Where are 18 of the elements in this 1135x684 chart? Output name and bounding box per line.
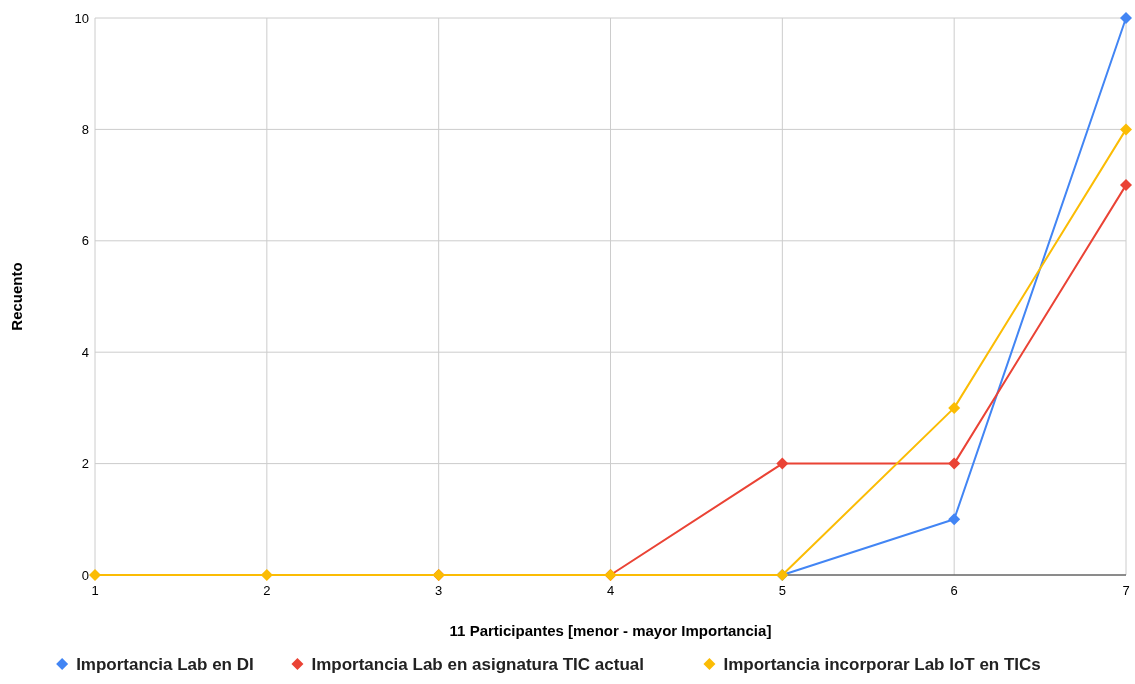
y-tick-label: 0 <box>81 567 89 583</box>
x-axis-title: 11 Participantes [menor - mayor Importancia] <box>449 622 772 639</box>
x-tick-label: 7 <box>1122 583 1130 598</box>
x-tick-label: 5 <box>778 583 786 598</box>
y-axis-title: Recuento <box>8 262 25 331</box>
x-tick-label: 3 <box>435 583 443 598</box>
legend-label: Importancia Lab en DI <box>76 655 254 674</box>
y-tick-label: 8 <box>81 121 89 137</box>
y-tick-label: 2 <box>81 456 89 472</box>
x-tick-label: 2 <box>263 583 271 598</box>
y-tick-label: 4 <box>81 344 89 360</box>
x-tick-label: 4 <box>606 583 615 598</box>
legend-label: Importancia incorporar Lab IoT en TICs <box>723 655 1041 674</box>
x-tick-label: 6 <box>950 583 958 598</box>
x-tick-label: 1 <box>91 583 99 598</box>
y-tick-label: 6 <box>81 233 89 249</box>
legend-label: Importancia Lab en asignatura TIC actual <box>311 655 644 674</box>
y-tick-label: 10 <box>74 10 89 26</box>
